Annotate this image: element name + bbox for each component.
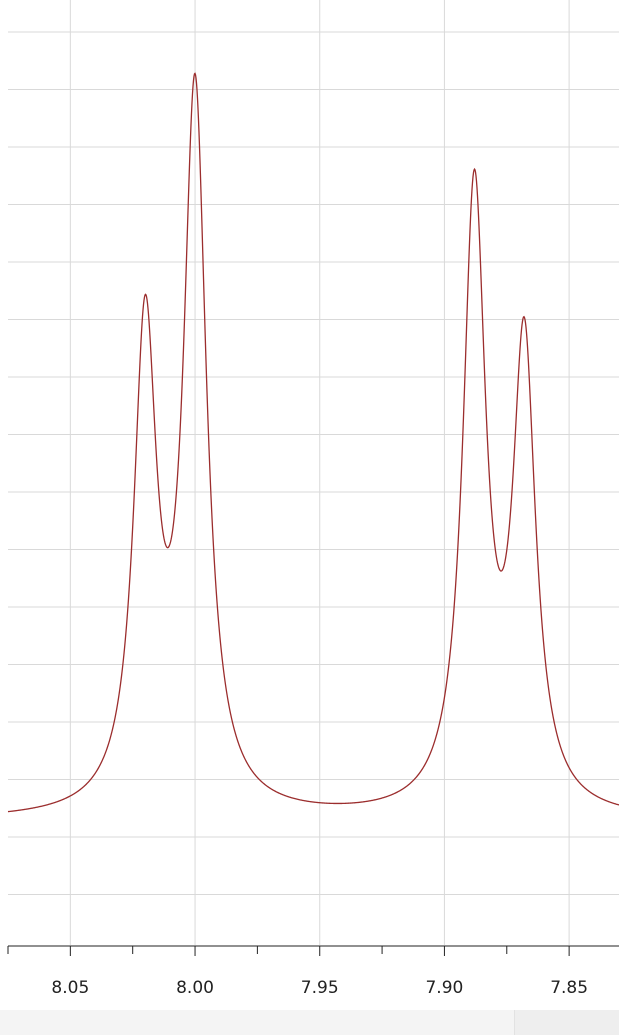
x-tick-label: 8.05 [51, 978, 89, 998]
spectrum-plot[interactable]: 8.05 8.00 7.95 7.90 7.85 [0, 0, 619, 1010]
x-tick-label: 7.90 [425, 978, 463, 998]
spectrum-line [7, 72, 619, 813]
status-pane [514, 1010, 619, 1035]
x-tick-label: 8.00 [176, 978, 214, 998]
x-tick-label: 7.95 [301, 978, 339, 998]
x-tick-label: 7.85 [550, 978, 588, 998]
x-axis [7, 945, 619, 956]
x-tick-labels: 8.05 8.00 7.95 7.90 7.85 [51, 978, 588, 998]
grid-lines [8, 0, 619, 945]
